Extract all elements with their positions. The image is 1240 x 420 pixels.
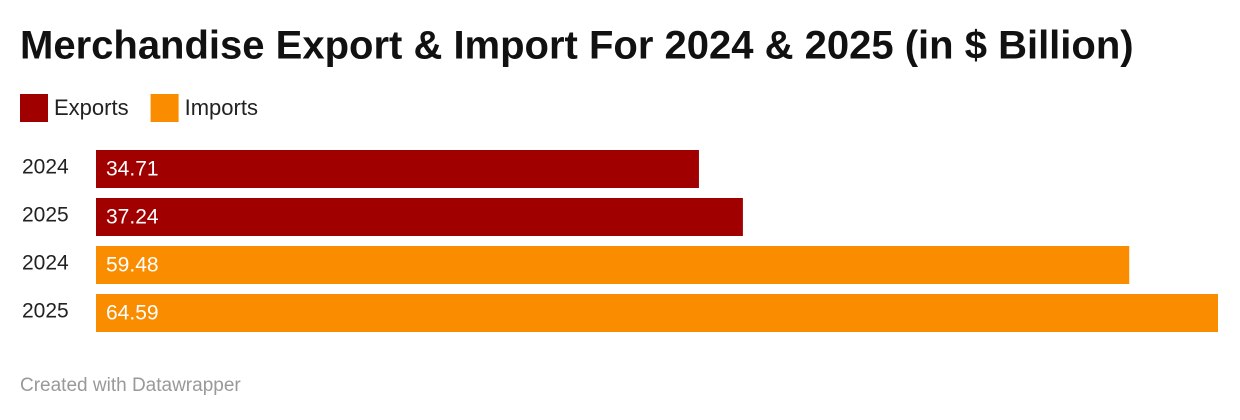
value-label: 64.59 <box>106 302 159 325</box>
legend-label: Imports <box>185 95 258 120</box>
chart-title: Merchandise Export & Import For 2024 & 2… <box>20 24 1134 68</box>
credit: Created with Datawrapper <box>20 375 241 396</box>
bar <box>96 294 1218 332</box>
value-label: 34.71 <box>106 158 159 181</box>
category-label: 2024 <box>22 156 69 179</box>
value-label: 59.48 <box>106 254 159 277</box>
legend-swatch <box>20 94 48 122</box>
value-label: 37.24 <box>106 206 159 229</box>
bar <box>96 150 699 188</box>
category-label: 2025 <box>22 204 69 227</box>
bar <box>96 246 1130 284</box>
bar <box>96 198 743 236</box>
category-label: 2024 <box>22 252 69 275</box>
legend-swatch <box>150 94 179 122</box>
legend-label: Exports <box>54 95 129 120</box>
category-label: 2025 <box>22 300 69 323</box>
